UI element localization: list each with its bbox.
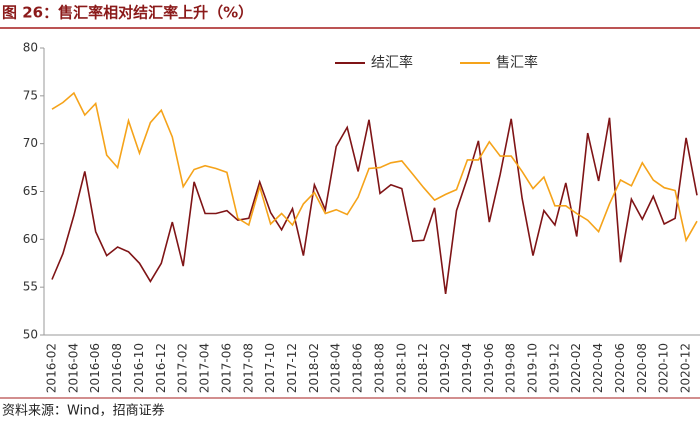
x-tick-label: 2019-12 bbox=[547, 343, 561, 393]
x-tick-label: 2016-04 bbox=[66, 343, 80, 393]
x-tick-label: 2017-08 bbox=[241, 343, 255, 393]
x-tick-label: 2019-10 bbox=[526, 343, 540, 393]
y-tick-label: 80 bbox=[23, 41, 38, 55]
y-tick-label: 75 bbox=[23, 88, 38, 102]
x-tick-label: 2017-12 bbox=[285, 343, 299, 393]
x-tick-label: 2017-06 bbox=[219, 343, 233, 393]
x-tick-label: 2019-06 bbox=[482, 343, 496, 393]
x-tick-label: 2016-08 bbox=[110, 343, 124, 393]
x-tick-label: 2020-10 bbox=[657, 343, 671, 393]
x-tick-label: 2016-12 bbox=[154, 343, 168, 393]
series-line bbox=[51, 117, 698, 295]
source: 资料来源：Wind，招商证券 bbox=[2, 403, 165, 419]
x-tick-label: 2018-04 bbox=[329, 343, 343, 393]
y-tick-label: 50 bbox=[23, 328, 38, 342]
x-tick-label: 2018-08 bbox=[372, 343, 386, 393]
legend-label: 售汇率 bbox=[496, 54, 538, 71]
x-tick-label: 2016-10 bbox=[132, 343, 146, 393]
x-tick-label: 2017-02 bbox=[176, 343, 190, 393]
x-tick-label: 2017-04 bbox=[198, 343, 212, 393]
x-tick-label: 2020-04 bbox=[591, 343, 605, 393]
x-tick-label: 2018-12 bbox=[416, 343, 430, 393]
chart-title: 图 26：售汇率相对结汇率上升（%） bbox=[2, 4, 253, 22]
y-tick-label: 70 bbox=[23, 136, 38, 150]
x-tick-label: 2016-02 bbox=[45, 343, 59, 393]
x-tick-label: 2017-10 bbox=[263, 343, 277, 393]
legend-label: 结汇率 bbox=[371, 54, 413, 71]
x-tick-label: 2016-06 bbox=[88, 343, 102, 393]
y-tick-label: 55 bbox=[23, 280, 38, 294]
x-tick-label: 2019-04 bbox=[460, 343, 474, 393]
x-tick-label: 2020-02 bbox=[569, 343, 583, 393]
x-tick-label: 2018-06 bbox=[351, 343, 365, 393]
x-tick-label: 2020-06 bbox=[613, 343, 627, 393]
y-tick-label: 60 bbox=[23, 232, 38, 246]
x-tick-label: 2020-12 bbox=[679, 343, 693, 393]
x-tick-label: 2019-02 bbox=[438, 343, 452, 393]
series-line bbox=[51, 91, 698, 243]
x-tick-label: 2018-10 bbox=[394, 343, 408, 393]
x-tick-label: 2020-08 bbox=[635, 343, 649, 393]
y-tick-label: 65 bbox=[23, 184, 38, 198]
x-tick-label: 2018-02 bbox=[307, 343, 321, 393]
x-tick-label: 2019-08 bbox=[504, 343, 518, 393]
